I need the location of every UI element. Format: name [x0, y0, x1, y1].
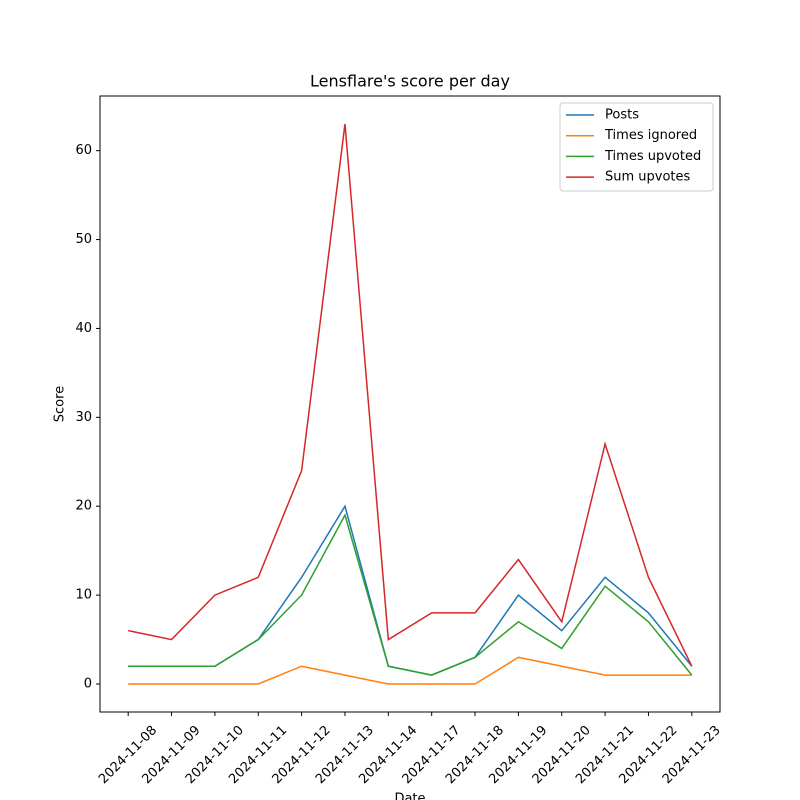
- y-axis-label: Score: [53, 386, 68, 422]
- y-tick-label: 50: [75, 232, 92, 247]
- x-axis-label: Date: [394, 792, 425, 800]
- chart-title: Lensflare's score per day: [310, 72, 510, 91]
- plot-area: [99, 95, 721, 713]
- legend-label: Sum upvotes: [605, 170, 691, 185]
- legend-label: Times upvoted: [604, 149, 701, 164]
- y-tick-label: 60: [75, 143, 92, 158]
- series-line: [128, 513, 693, 676]
- series-line: [128, 656, 692, 685]
- legend-box: [559, 102, 714, 192]
- legend-label: Posts: [605, 108, 639, 123]
- legend-label: Times ignored: [604, 128, 697, 143]
- series-line: [128, 123, 693, 667]
- y-tick-label: 0: [84, 677, 92, 692]
- y-tick-label: 20: [75, 499, 92, 514]
- y-tick-label: 10: [75, 588, 92, 603]
- y-tick-label: 30: [75, 410, 92, 425]
- series-line: [128, 504, 693, 676]
- y-tick-label: 40: [75, 321, 92, 336]
